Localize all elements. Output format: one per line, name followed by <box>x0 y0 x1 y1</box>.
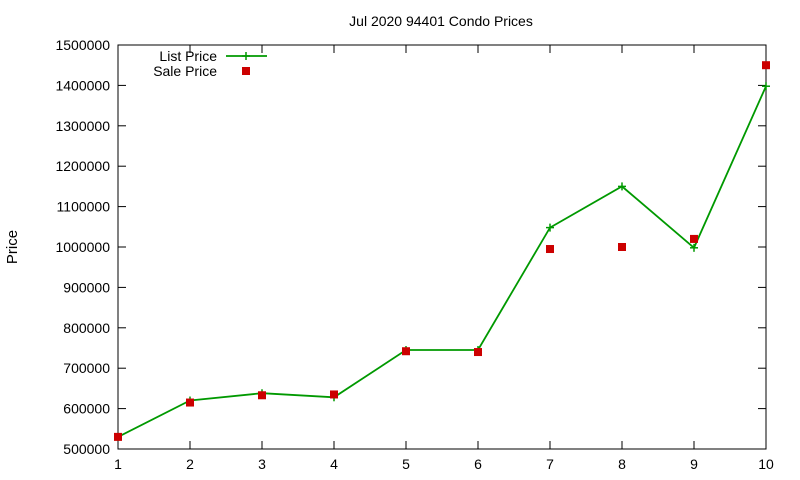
y-tick-label: 500000 <box>63 441 110 457</box>
y-tick-label: 1500000 <box>55 37 110 53</box>
plot-frame <box>117 44 767 450</box>
y-tick-label: 600000 <box>63 401 110 417</box>
y-tick-label: 1100000 <box>57 199 111 215</box>
y-tick-label: 1400000 <box>55 77 110 93</box>
sale-price-point <box>330 390 338 399</box>
legend-marker-sale-price <box>242 67 250 75</box>
sale-price-point <box>762 61 770 70</box>
chart-title: Jul 2020 94401 Condo Prices <box>349 13 533 29</box>
y-tick-label: 1300000 <box>55 118 110 134</box>
axis-ticks: 5000006000007000008000009000001000000110… <box>55 37 774 472</box>
x-tick-label: 4 <box>330 456 338 472</box>
legend: List Price Sale Price <box>153 48 267 79</box>
x-tick-label: 2 <box>186 456 194 472</box>
list-price-point <box>690 243 698 252</box>
x-tick-label: 3 <box>258 456 266 472</box>
legend-label-sale-price: Sale Price <box>153 63 217 79</box>
sale-price-point <box>186 398 194 407</box>
y-tick-label: 1200000 <box>55 158 110 174</box>
sale-price-point <box>546 245 554 254</box>
y-tick-label: 800000 <box>63 320 110 336</box>
sale-price-point <box>114 432 122 441</box>
y-tick-label: 900000 <box>63 279 110 295</box>
x-tick-label: 8 <box>618 456 626 472</box>
x-tick-label: 10 <box>758 456 774 472</box>
list-price-line <box>117 85 767 438</box>
x-tick-label: 5 <box>402 456 410 472</box>
x-tick-label: 1 <box>114 456 122 472</box>
x-tick-label: 9 <box>690 456 698 472</box>
x-tick-label: 6 <box>474 456 482 472</box>
list-price-point <box>762 82 770 91</box>
list-price-point <box>618 182 626 191</box>
list-price-point <box>546 223 554 232</box>
legend-label-list-price: List Price <box>159 48 217 64</box>
sale-price-point <box>402 347 410 356</box>
sale-price-point <box>258 391 266 400</box>
y-axis-label: Price <box>4 230 21 264</box>
legend-marker-list-price <box>242 52 250 60</box>
sale-price-point <box>474 348 482 357</box>
y-tick-label: 700000 <box>63 360 110 376</box>
x-tick-label: 7 <box>546 456 554 472</box>
series-layer <box>114 61 770 441</box>
y-tick-label: 1000000 <box>55 239 110 255</box>
sale-price-point <box>690 234 698 243</box>
sale-price-point <box>618 243 626 251</box>
